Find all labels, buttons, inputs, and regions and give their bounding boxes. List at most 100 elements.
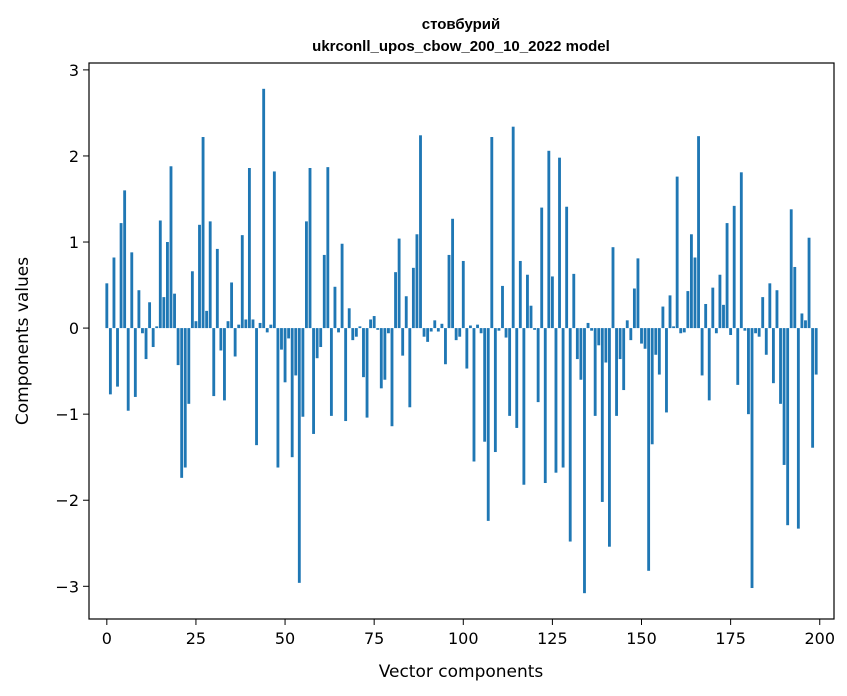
bar-69	[351, 328, 355, 341]
bar-44	[262, 88, 266, 329]
bar-84	[404, 296, 408, 329]
bar-188	[775, 290, 779, 329]
bar-34	[226, 321, 230, 329]
bar-113	[508, 328, 512, 416]
bar-35	[230, 282, 234, 329]
x-tick-label: 175	[715, 629, 746, 648]
bar-182	[754, 328, 757, 334]
bar-0	[105, 283, 109, 329]
bar-167	[700, 328, 704, 376]
x-tick-label: 200	[804, 629, 835, 648]
bar-159	[672, 326, 676, 329]
bar-134	[583, 328, 586, 594]
bar-39	[244, 319, 248, 329]
bar-37	[237, 324, 241, 329]
bar-196	[804, 320, 807, 329]
bar-74	[369, 319, 373, 329]
bar-42	[255, 328, 258, 446]
bar-103	[472, 328, 476, 462]
bar-67	[344, 328, 348, 422]
bar-118	[526, 274, 529, 329]
bar-125	[550, 276, 554, 329]
bar-78	[383, 328, 387, 380]
bar-133	[579, 328, 583, 380]
bar-54	[297, 328, 301, 583]
bar-61	[322, 254, 326, 329]
bar-136	[590, 328, 594, 331]
bar-157	[665, 328, 668, 413]
bar-186	[768, 283, 772, 329]
bar-76	[376, 328, 380, 330]
bar-92	[433, 320, 437, 329]
bar-17	[166, 242, 169, 329]
bar-137	[593, 328, 597, 416]
bar-153	[650, 328, 654, 445]
bar-85	[408, 328, 412, 408]
bar-66	[340, 243, 344, 329]
bar-94	[440, 323, 444, 329]
bar-71	[358, 326, 362, 329]
bar-25	[194, 321, 198, 329]
bar-77	[379, 328, 383, 389]
y-tick-label: −3	[55, 577, 79, 596]
bar-120	[533, 328, 536, 330]
bar-183	[757, 328, 761, 337]
y-axis-label: Components values	[13, 257, 33, 425]
bar-59	[315, 328, 319, 359]
bar-95	[444, 328, 447, 365]
bar-58	[312, 328, 315, 434]
bar-140	[604, 328, 608, 363]
bar-41	[251, 319, 255, 329]
bar-151	[643, 328, 647, 349]
bar-28	[205, 310, 209, 329]
bar-16	[162, 297, 166, 329]
bar-3	[116, 328, 119, 387]
bar-21	[180, 328, 184, 478]
bar-12	[148, 302, 152, 329]
bar-135	[586, 322, 590, 329]
bar-70	[354, 328, 358, 337]
bar-2	[112, 257, 116, 329]
bar-191	[786, 328, 790, 526]
bar-119	[529, 305, 533, 329]
bar-138	[597, 328, 601, 346]
bar-82	[397, 238, 401, 329]
bar-87	[415, 234, 419, 329]
bar-117	[522, 328, 526, 485]
bar-86	[411, 267, 415, 329]
x-tick-label: 125	[537, 629, 568, 648]
bar-147	[629, 328, 633, 341]
bar-181	[750, 328, 754, 589]
bar-116	[518, 260, 522, 329]
chart-title: стовбурий	[422, 16, 501, 33]
bar-56	[305, 221, 308, 329]
bar-152	[647, 328, 651, 571]
bar-5	[123, 190, 127, 329]
bar-27	[201, 137, 205, 329]
x-axis-label: Vector components	[379, 662, 544, 682]
x-tick-label: 0	[102, 629, 112, 648]
y-tick-label: 2	[69, 147, 79, 166]
bar-110	[497, 328, 501, 331]
bar-14	[155, 326, 159, 329]
bar-132	[575, 328, 579, 360]
bar-10	[141, 328, 144, 334]
bar-171	[714, 328, 718, 334]
bar-47	[272, 171, 276, 329]
bar-6	[126, 328, 130, 411]
bar-7	[130, 252, 134, 329]
bar-156	[661, 306, 665, 329]
bar-169	[707, 328, 711, 401]
bar-105	[479, 328, 483, 334]
bar-13	[151, 328, 155, 348]
bar-96	[447, 254, 451, 329]
bar-55	[301, 328, 305, 417]
bar-107	[486, 328, 490, 521]
bar-192	[789, 209, 793, 329]
bar-1	[108, 328, 112, 395]
bar-126	[554, 328, 558, 473]
bar-89	[422, 328, 426, 337]
bar-57	[308, 168, 312, 329]
bar-190	[782, 328, 786, 465]
